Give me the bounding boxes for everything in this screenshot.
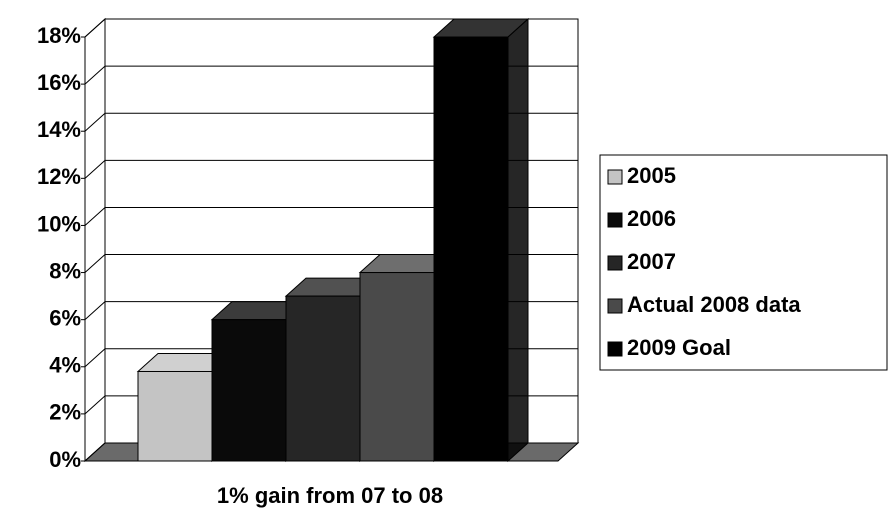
- legend-swatch: [607, 298, 623, 314]
- y-tick-label: 14%: [37, 117, 81, 142]
- y-tick-label: 12%: [37, 164, 81, 189]
- y-tick-label: 16%: [37, 70, 81, 95]
- bar: [285, 295, 361, 462]
- bar-side: [507, 17, 529, 463]
- y-tick-label: 8%: [49, 258, 81, 283]
- legend-label: Actual 2008 data: [627, 292, 801, 317]
- side-wall: [84, 17, 106, 463]
- legend-swatch: [607, 341, 623, 357]
- grid-line: [84, 65, 578, 85]
- grid-line: [84, 206, 578, 226]
- bar: [359, 272, 435, 462]
- y-tick-label: 10%: [37, 211, 81, 236]
- grid-line: [84, 112, 578, 132]
- legend-label: 2005: [627, 163, 676, 188]
- y-tick-label: 2%: [49, 400, 81, 425]
- grid-line: [84, 159, 578, 179]
- y-tick-label: 4%: [49, 353, 81, 378]
- grid-line: [84, 18, 578, 38]
- bar: [137, 370, 213, 462]
- legend-swatch: [607, 169, 623, 185]
- legend-label: 2007: [627, 249, 676, 274]
- legend-swatch: [607, 212, 623, 228]
- legend-box: [599, 154, 888, 371]
- bar: [433, 36, 509, 462]
- y-tick-label: 18%: [37, 23, 81, 48]
- bar: [211, 319, 287, 462]
- legend-swatch: [607, 255, 623, 271]
- x-axis-label: 1% gain from 07 to 08: [217, 483, 443, 508]
- y-tick-label: 0%: [49, 447, 81, 472]
- y-tick-label: 6%: [49, 305, 81, 330]
- legend-label: 2009 Goal: [627, 335, 731, 360]
- legend-label: 2006: [627, 206, 676, 231]
